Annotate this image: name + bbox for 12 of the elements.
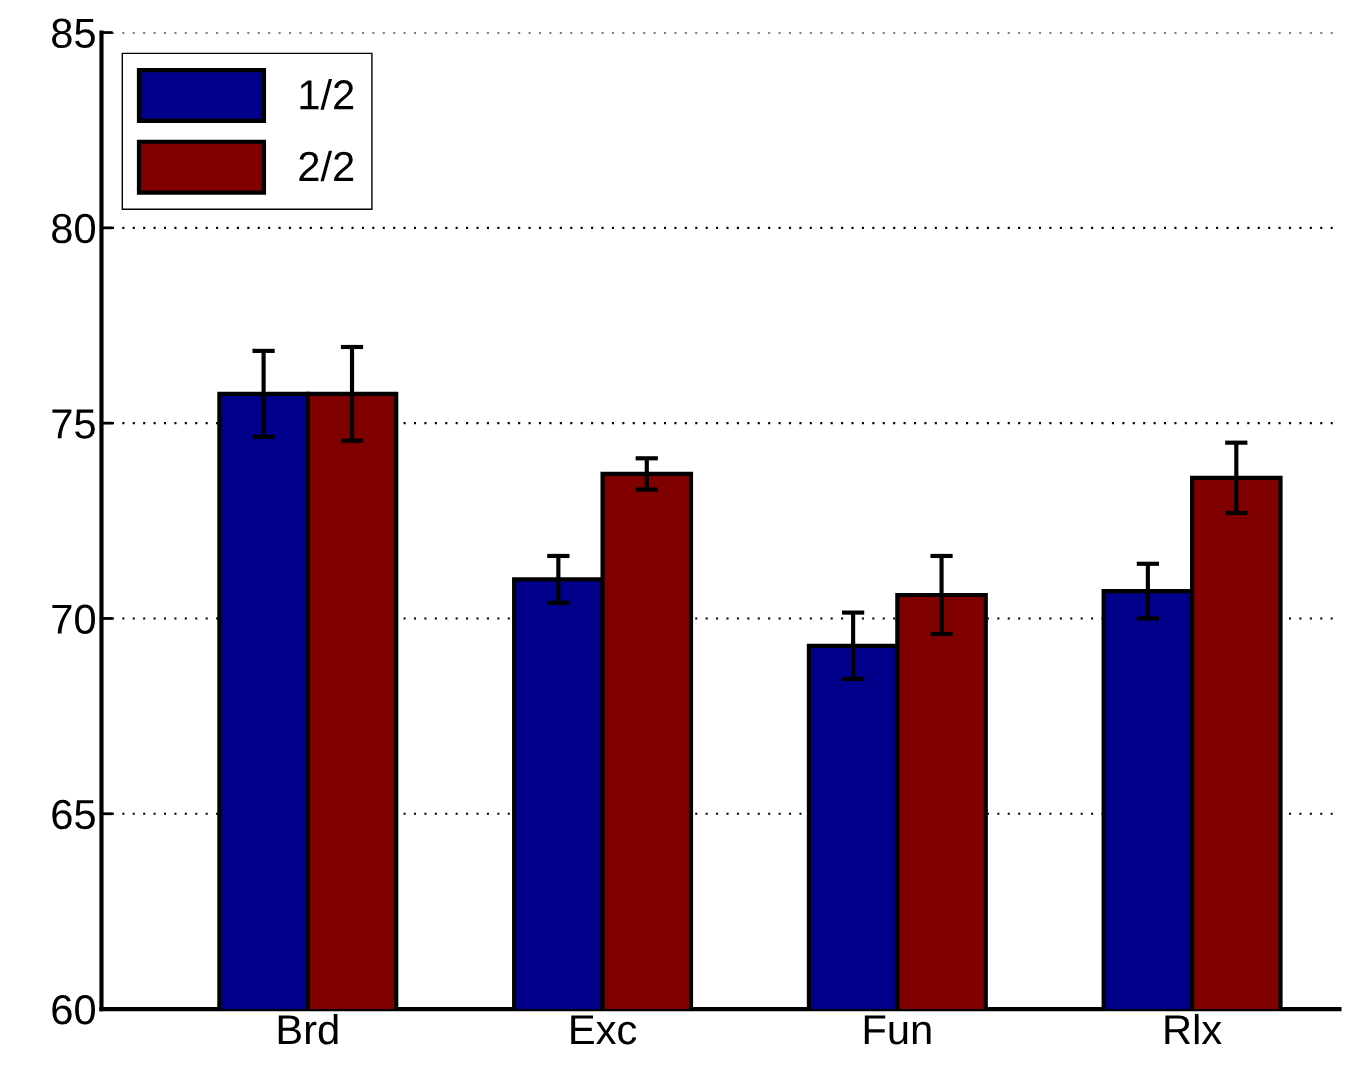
y-tick-label: 80 [52,213,95,244]
x-tick-label: Brd [278,1013,338,1045]
y-tick-label: 65 [52,799,95,830]
legend-label: 2/2 [299,150,354,182]
y-tick-label: 75 [52,409,95,439]
x-tick-label: Exc [571,1015,637,1045]
y-tick-label: 85 [52,18,95,49]
x-tick-label: Fun [864,1015,931,1045]
y-tick-label: 70 [52,604,95,634]
x-tick-label: Rlx [1165,1013,1222,1045]
y-tick-label: 60 [52,995,95,1025]
legend-label: 1/2 [300,79,354,110]
